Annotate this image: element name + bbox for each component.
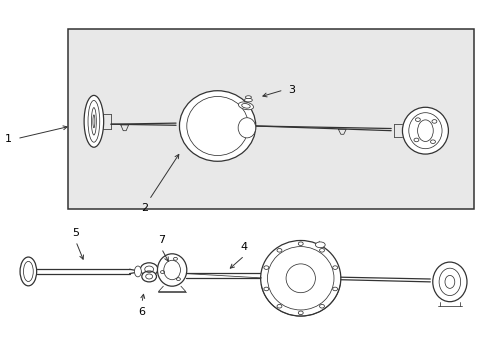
Ellipse shape <box>84 95 103 147</box>
Ellipse shape <box>238 102 253 110</box>
Circle shape <box>319 305 324 308</box>
Ellipse shape <box>432 262 466 302</box>
Text: 5: 5 <box>72 228 79 238</box>
Text: 2: 2 <box>141 203 147 213</box>
Text: 1: 1 <box>5 134 12 144</box>
Ellipse shape <box>142 271 156 282</box>
Text: 6: 6 <box>138 307 145 317</box>
Ellipse shape <box>134 266 141 277</box>
Ellipse shape <box>157 254 186 286</box>
Ellipse shape <box>179 91 255 161</box>
Circle shape <box>332 287 337 291</box>
Text: 4: 4 <box>241 242 247 252</box>
Text: 7: 7 <box>158 235 164 245</box>
Circle shape <box>298 311 303 315</box>
Ellipse shape <box>244 98 252 102</box>
Ellipse shape <box>140 263 158 276</box>
Ellipse shape <box>260 240 340 316</box>
Ellipse shape <box>245 96 251 99</box>
Ellipse shape <box>20 257 37 286</box>
Circle shape <box>277 248 282 252</box>
Ellipse shape <box>402 107 447 154</box>
Ellipse shape <box>315 242 325 248</box>
Ellipse shape <box>238 118 255 138</box>
Text: 3: 3 <box>288 85 295 95</box>
Circle shape <box>264 266 268 269</box>
Circle shape <box>264 287 268 291</box>
Circle shape <box>277 305 282 308</box>
Circle shape <box>332 266 337 269</box>
Circle shape <box>319 248 324 252</box>
Bar <box>68 29 473 209</box>
Circle shape <box>298 242 303 246</box>
